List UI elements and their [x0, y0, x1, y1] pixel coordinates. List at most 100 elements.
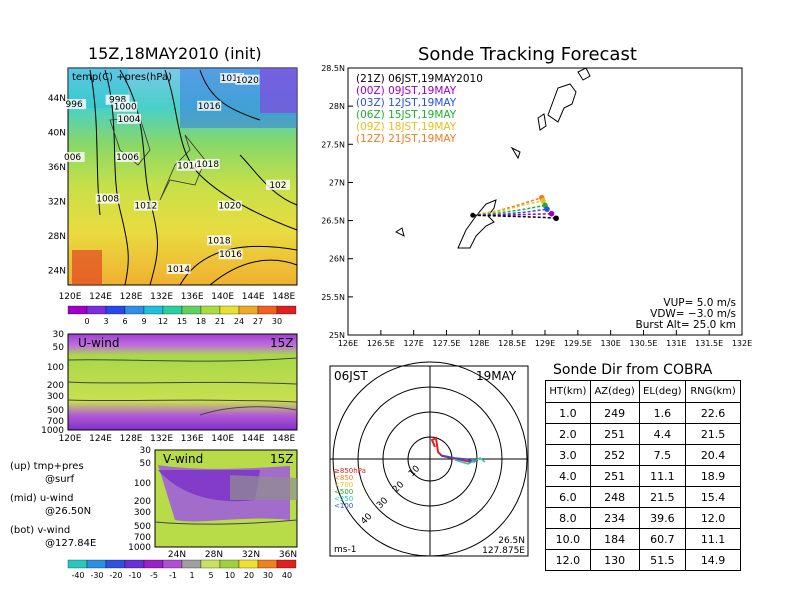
u-y-tick: 500	[47, 406, 64, 416]
okinawa-outline	[457, 199, 497, 249]
wind-colorbar-label: 1	[189, 571, 194, 580]
v-wind-time: 15Z	[270, 452, 294, 466]
col-ht: HT(km)	[545, 380, 591, 403]
cell-rng: 21.5	[685, 423, 741, 445]
map-lon-ticks: 120E 124E 128E 132E 136E 140E 144E 148E	[59, 292, 296, 302]
map-lon-tick: 124E	[89, 292, 112, 302]
u-x-tick: 140E	[211, 434, 234, 444]
table-header-row: HT(km) AZ(deg) EL(deg) RNG(km)	[545, 380, 741, 403]
isobar-label-bg	[195, 158, 220, 169]
track-legend-item: (12Z) 21JST,19MAY	[356, 133, 457, 145]
col-az: AZ(deg)	[589, 380, 640, 403]
map-lon-tick: 128E	[120, 292, 143, 302]
wind-colorbar-label: -30	[90, 571, 103, 580]
polar-time: 06JST	[334, 369, 368, 383]
track-endpoint	[544, 206, 550, 212]
isobar-label: 1020	[236, 76, 259, 86]
wind-colorbar: -40 -30 -20 -10 -5 -1 1 5 10 20 30 40	[67, 559, 297, 580]
isobar-label-bg	[197, 100, 222, 111]
track-y-tick: 25N	[329, 331, 345, 340]
wind-colorbar-label: -5	[150, 571, 158, 580]
map-lon-tick: 120E	[59, 292, 82, 302]
colorbar-label: 24	[234, 317, 244, 326]
v-x-tick: 36N	[279, 550, 297, 560]
hodograph-trace	[454, 457, 486, 465]
cell-el: 39.6	[638, 507, 687, 529]
isobar-label: 1016	[219, 250, 242, 260]
col-rng: RNG(km)	[685, 380, 741, 403]
col-el: EL(deg)	[638, 380, 687, 403]
table-body: 1.0 249 1.6 22.6 2.0 251 4.4 21.5 3.0 252 7.5 20.4 4…	[545, 402, 741, 571]
u-y-tick: 200	[47, 381, 64, 391]
map-lat-tick: 40N	[48, 129, 66, 139]
track-line	[472, 196, 542, 216]
track-legend: (21Z) 06JST,19MAY2010(00Z) 09JST,19MAY(0…	[356, 73, 483, 145]
isobar-label: 1004	[118, 115, 141, 125]
u-y-tick: 30	[53, 330, 65, 340]
isobar-label-bg	[95, 193, 120, 204]
wind-colorbar-label: 5	[208, 571, 213, 580]
polar-date: 19MAY	[476, 369, 517, 383]
track-x-tick: 128E	[469, 339, 489, 348]
isobar-label: 1020	[218, 202, 241, 212]
wind-colorbar-label: 10	[225, 571, 235, 580]
map-lon-tick: 144E	[242, 292, 265, 302]
table-row: 4.0 251 11.1 18.9	[545, 465, 741, 487]
track-legend-item: (09Z) 18JST,19MAY	[356, 121, 457, 133]
v-y-tick: 700	[134, 533, 151, 543]
map-lon-tick: 136E	[181, 292, 204, 302]
track-line	[472, 204, 546, 216]
colorbar-swatch	[276, 305, 297, 315]
track-endpoint	[548, 210, 555, 217]
wind-colorbar-swatch	[276, 559, 297, 569]
wind-colorbar-label: -1	[169, 571, 177, 580]
note-line2: @127.84E	[45, 538, 96, 549]
table-row: 3.0 252 7.5 20.4	[545, 444, 741, 466]
colorbar-label: 6	[122, 317, 127, 326]
track-x-tick: 127E	[404, 339, 424, 348]
track-x-tick: 129E	[535, 339, 555, 348]
u-x-tick: 136E	[181, 434, 204, 444]
polar-legend-item: <250	[334, 495, 353, 503]
cell-rng: 12.0	[685, 507, 741, 529]
map-lat-tick: 36N	[48, 163, 66, 173]
table-row: 1.0 249 1.6 22.6	[545, 402, 741, 424]
track-y-tick: 28.5N	[321, 64, 345, 73]
isobar-label-bg	[218, 249, 243, 260]
cell-el: 60.7	[638, 528, 687, 550]
temp-map	[67, 67, 298, 286]
cell-ht: 10.0	[545, 528, 591, 550]
track-endpoint	[553, 215, 559, 222]
isobar-label-bg	[117, 113, 142, 124]
u-y-tick: 100	[47, 363, 64, 373]
cell-ht: 6.0	[545, 486, 591, 508]
track-line	[472, 212, 552, 216]
track-param: VDW= −3.0 m/s	[650, 308, 736, 320]
island-outline	[547, 83, 577, 123]
track-legend-item: (21Z) 06JST,19MAY2010	[356, 73, 483, 85]
island-outline	[395, 227, 405, 237]
launch-point	[470, 212, 476, 218]
track-x-tick: 128.5E	[498, 339, 526, 348]
u-wind-panel	[67, 333, 298, 431]
isobar-label: 102	[269, 181, 286, 191]
v-y-tick: 1000	[128, 543, 151, 553]
main-title: Sonde Tracking Forecast	[418, 44, 637, 65]
isobar-label: 1016	[198, 102, 221, 112]
cell-rng: 14.9	[685, 549, 741, 571]
cell-el: 11.1	[638, 465, 687, 487]
polar-lat: 26.5N	[498, 536, 525, 546]
isobar-label-bg	[235, 74, 260, 85]
track-x-ticks: 126E 126.5E 127E 127.5E 128E 128.5E 129E 129.5E…	[338, 330, 752, 348]
cell-rng: 18.9	[685, 465, 741, 487]
cell-el: 21.5	[638, 486, 687, 508]
island-outline	[537, 113, 547, 131]
isobar-label: 1010	[177, 162, 200, 172]
cell-rng: 15.4	[685, 486, 741, 508]
island-outline	[577, 67, 591, 81]
cell-el: 51.5	[638, 549, 687, 571]
polar-legend-item: <850	[334, 474, 353, 482]
